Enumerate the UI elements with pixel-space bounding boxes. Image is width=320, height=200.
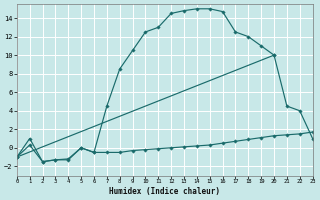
X-axis label: Humidex (Indice chaleur): Humidex (Indice chaleur): [109, 187, 220, 196]
